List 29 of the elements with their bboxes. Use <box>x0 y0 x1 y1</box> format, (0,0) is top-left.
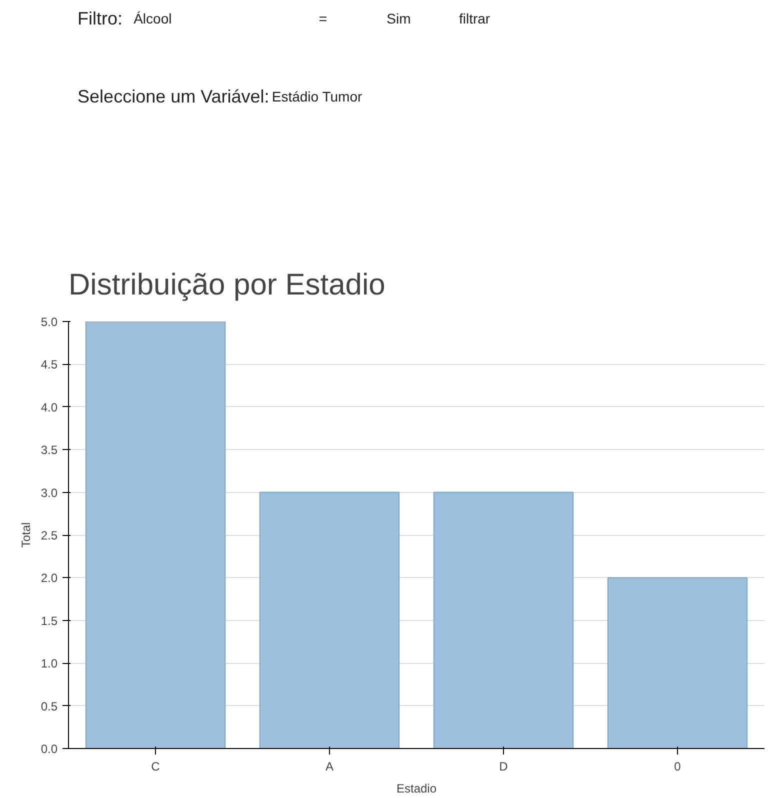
x-tick-label: C <box>151 760 160 774</box>
x-tick-label: A <box>326 760 334 774</box>
chart-title: Distribuição por Estadio <box>68 268 386 302</box>
bar <box>607 577 748 748</box>
x-tick-label: D <box>499 760 508 774</box>
text: = <box>318 10 328 26</box>
y-tick-label: 1.5 <box>40 614 58 628</box>
y-tick-label: 0.0 <box>40 742 58 756</box>
bar <box>433 492 574 748</box>
bar <box>85 322 226 748</box>
y-tick-label: 3.0 <box>40 486 58 500</box>
text: Filtro: <box>78 8 123 28</box>
y-tick-label: 4.5 <box>40 358 58 372</box>
text: Estádio Tumor <box>272 88 362 104</box>
text: Seleccione um Variável: <box>78 86 270 106</box>
x-tick-label: 0 <box>674 760 682 774</box>
text: filtrar <box>458 10 490 26</box>
y-tick-label: 4.0 <box>40 400 58 414</box>
y-tick-label: 0.5 <box>40 699 58 714</box>
y-tick-label: 1.0 <box>40 656 58 671</box>
y-tick-label: 5.0 <box>40 315 58 329</box>
text: Sim <box>386 10 411 26</box>
x-axis-title: Estadio <box>396 782 437 796</box>
text: Álcool <box>134 10 172 26</box>
y-tick-label: 3.5 <box>40 443 58 458</box>
y-tick-label: 2.5 <box>40 528 58 542</box>
y-tick-label: 2.0 <box>40 571 58 586</box>
y-axis-title: Total <box>18 522 33 548</box>
bar <box>259 492 400 748</box>
